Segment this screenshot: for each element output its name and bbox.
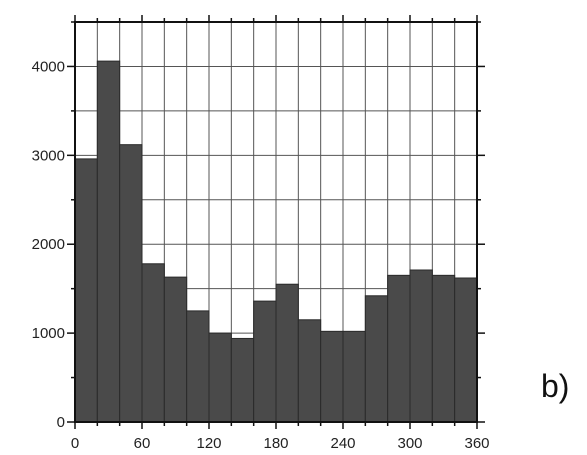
histogram-bar <box>342 330 366 423</box>
x-tick-label: 300 <box>397 435 422 452</box>
histogram-bar <box>119 144 143 423</box>
histogram-bar <box>186 310 210 423</box>
histogram-bar <box>454 277 478 423</box>
histogram-bar <box>364 295 389 423</box>
x-tick-label: 60 <box>134 435 151 452</box>
x-tick-label: 120 <box>196 435 221 452</box>
x-tick-label: 360 <box>464 435 489 452</box>
histogram-bar <box>208 332 232 423</box>
histogram-bar <box>431 274 456 423</box>
x-tick-label: 180 <box>263 435 288 452</box>
plot-frame <box>74 21 478 423</box>
y-tick-labels: 0 1000 2000 3000 4000 <box>32 58 65 431</box>
histogram-bar <box>230 337 255 423</box>
y-tick-label: 1000 <box>32 325 65 342</box>
bars <box>74 60 478 423</box>
y-tick-label: 0 <box>57 414 65 431</box>
histogram-bar <box>297 319 322 423</box>
histogram-bar <box>409 269 433 423</box>
x-tick-labels: 0 60 120 180 240 300 360 <box>71 435 490 452</box>
histogram-bar <box>96 60 121 423</box>
y-tick-label: 3000 <box>32 147 65 164</box>
panel-label: b) <box>541 368 570 404</box>
y-tick-label: 2000 <box>32 236 65 253</box>
y-tick-label: 4000 <box>32 58 65 75</box>
histogram-bar <box>253 300 277 423</box>
histogram-bar <box>163 276 188 423</box>
histogram-bar <box>320 330 344 423</box>
x-tick-label: 0 <box>71 435 79 452</box>
histogram-bar <box>275 283 299 423</box>
histogram-bar <box>387 274 411 423</box>
histogram-bar <box>141 263 165 423</box>
histogram-bar <box>74 158 98 423</box>
x-tick-label: 240 <box>330 435 355 452</box>
